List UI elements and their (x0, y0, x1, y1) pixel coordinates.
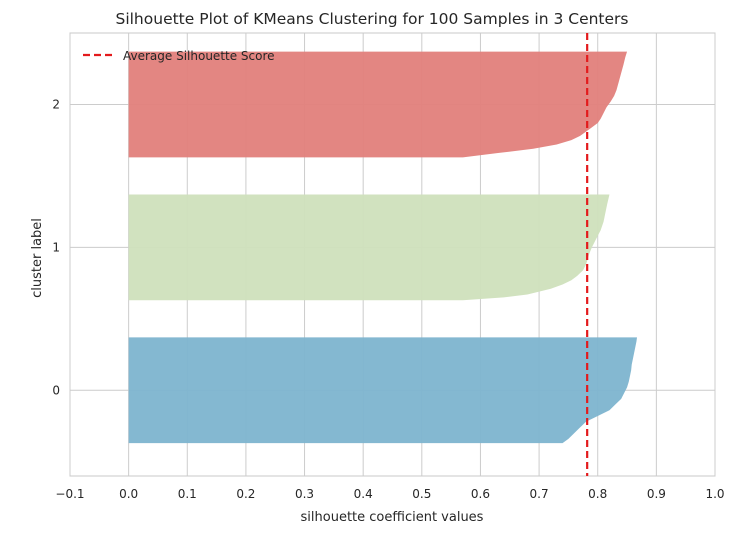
cluster-0-silhouette (128, 337, 638, 444)
x-tick-label: 0.7 (530, 487, 549, 501)
cluster-bands (128, 51, 638, 444)
y-axis-label: cluster label (30, 218, 45, 298)
cluster-2-silhouette (128, 51, 628, 158)
x-tick-label: 0.2 (236, 487, 255, 501)
x-tick-labels: −0.1 0.0 0.1 0.2 0.3 0.4 0.5 0.6 0.7 0.8 0.9 1.0 (55, 487, 724, 501)
x-axis-label: silhouette coefficient values (301, 510, 484, 525)
x-tick-label: 0.3 (295, 487, 314, 501)
legend: Average Silhouette Score (83, 49, 275, 63)
y-tick-labels: 0 1 2 (52, 97, 60, 397)
chart-title: Silhouette Plot of KMeans Clustering for… (115, 10, 628, 28)
x-tick-label: 0.8 (588, 487, 607, 501)
x-tick-label: 1.0 (705, 487, 724, 501)
x-tick-label: 0.5 (412, 487, 431, 501)
y-tick-label: 0 (52, 383, 60, 397)
y-tick-label: 2 (52, 97, 60, 111)
x-tick-label: 0.9 (647, 487, 666, 501)
y-tick-label: 1 (52, 240, 60, 254)
cluster-1-silhouette (128, 194, 610, 301)
x-tick-label: −0.1 (55, 487, 84, 501)
x-tick-label: 0.4 (354, 487, 373, 501)
x-tick-label: 0.0 (119, 487, 138, 501)
x-tick-label: 0.6 (471, 487, 490, 501)
legend-label-average: Average Silhouette Score (123, 49, 275, 63)
x-tick-label: 0.1 (178, 487, 197, 501)
